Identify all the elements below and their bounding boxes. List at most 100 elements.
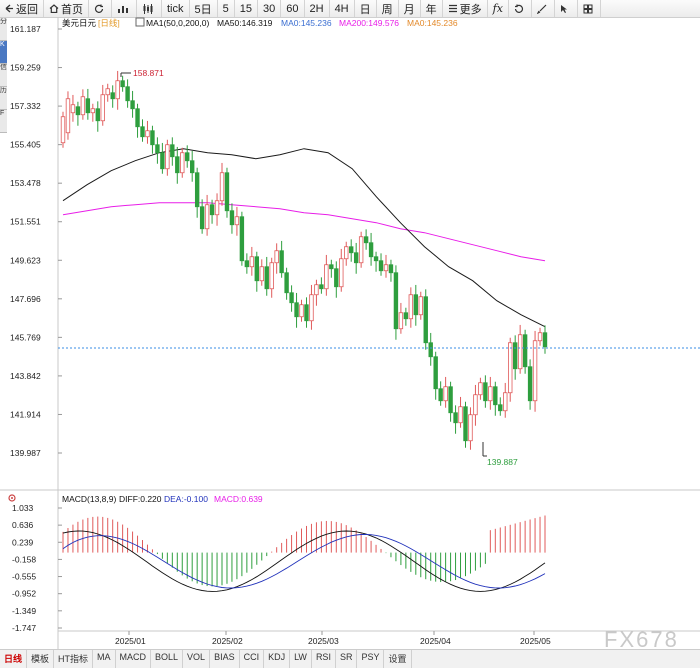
candle-body xyxy=(140,126,145,138)
low-annotation: 139.887 xyxy=(482,442,518,467)
period-15min[interactable]: 15 xyxy=(235,0,258,17)
time-tick-label: 2025/04 xyxy=(420,636,451,646)
tab-boll[interactable]: BOLL xyxy=(151,650,184,668)
macd-legend: MACD:0.639 xyxy=(214,494,263,504)
side-tab-kline[interactable]: K xyxy=(0,41,7,64)
candle-body xyxy=(279,250,284,274)
back-arrow-icon xyxy=(5,4,13,13)
tab-daily[interactable]: 日线 xyxy=(0,650,28,668)
candle-body xyxy=(478,382,483,396)
chart-type-button[interactable] xyxy=(112,0,137,17)
reset-button[interactable] xyxy=(509,0,532,17)
period-5day[interactable]: 5日 xyxy=(190,0,218,17)
tab-template[interactable]: 模板 xyxy=(27,650,55,668)
candle-body xyxy=(468,414,473,442)
candle-body xyxy=(483,382,488,402)
more-label: 更多 xyxy=(459,3,482,16)
macd-tick-label: -0.158 xyxy=(12,554,36,564)
candle-body xyxy=(75,106,81,116)
tab-vol[interactable]: VOL xyxy=(183,650,211,668)
price-tick-label: 149.623 xyxy=(10,255,41,265)
period-4h[interactable]: 4H xyxy=(330,0,355,17)
cursor-button[interactable] xyxy=(555,0,578,17)
legend-toggle-icon[interactable] xyxy=(135,17,145,27)
candle-body xyxy=(90,108,96,114)
formula-button[interactable]: fx xyxy=(488,0,509,17)
tab-rsi[interactable]: RSI xyxy=(312,650,336,668)
price-tick-label: 143.842 xyxy=(10,371,41,381)
tick-button[interactable]: tick xyxy=(162,0,190,17)
time-tick-label: 2025/02 xyxy=(212,636,243,646)
side-tab-info[interactable]: 信 xyxy=(0,64,7,87)
candle-body xyxy=(503,392,508,412)
candle-type-button[interactable] xyxy=(137,0,162,17)
candle-body xyxy=(165,144,170,170)
tab-lw[interactable]: LW xyxy=(290,650,312,668)
macd-tick-label: -1.747 xyxy=(12,623,36,633)
candle-body xyxy=(537,332,543,342)
period-label: 15 xyxy=(239,2,252,15)
candle-body xyxy=(324,264,329,290)
period-5min[interactable]: 5 xyxy=(218,0,235,17)
tab-macd[interactable]: MACD xyxy=(116,650,152,668)
candle-body xyxy=(517,334,523,370)
period-month[interactable]: 月 xyxy=(399,0,421,17)
tab-sr[interactable]: SR xyxy=(336,650,358,668)
tab-psy[interactable]: PSY xyxy=(357,650,385,668)
home-label: 首页 xyxy=(61,3,83,16)
candle-body xyxy=(413,294,419,316)
back-button[interactable]: 返回 xyxy=(0,0,44,17)
candle-body xyxy=(339,258,344,288)
candle-body xyxy=(304,304,309,322)
price-tick-label: 145.769 xyxy=(10,332,41,342)
candle-body xyxy=(309,294,314,322)
candle-body xyxy=(120,80,125,88)
menu-icon xyxy=(448,4,457,13)
candle-body xyxy=(70,104,76,114)
macd-histogram xyxy=(62,515,546,587)
period-60min[interactable]: 60 xyxy=(281,0,305,17)
ma50-polyline xyxy=(62,148,546,328)
period-2h[interactable]: 2H xyxy=(305,0,330,17)
side-tab-f[interactable]: F xyxy=(0,110,7,133)
candle-body xyxy=(527,366,533,402)
tab-ht-indicator[interactable]: HT指标 xyxy=(54,650,94,668)
indicator-tab-bar: 日线 模板 HT指标 MA MACD BOLL VOL BIAS CCI KDJ… xyxy=(0,649,700,668)
ma0-legend-2: MA0:145.236 xyxy=(407,18,458,28)
side-tab-strip: 分 K 信 历 F xyxy=(0,18,7,148)
more-button[interactable]: 更多 xyxy=(443,0,488,17)
candle-body xyxy=(493,386,498,406)
tab-cci[interactable]: CCI xyxy=(240,650,265,668)
period-week[interactable]: 周 xyxy=(377,0,399,17)
tab-kdj[interactable]: KDJ xyxy=(264,650,291,668)
candle-body xyxy=(423,296,428,344)
brush-button[interactable] xyxy=(532,0,555,17)
candle-body xyxy=(105,88,110,96)
macd-gear-icon[interactable] xyxy=(8,494,16,502)
period-day[interactable]: 日 xyxy=(355,0,377,17)
side-tab-minute[interactable]: 分 xyxy=(0,18,7,41)
candle-body xyxy=(473,394,478,416)
side-tab-history[interactable]: 历 xyxy=(0,87,7,110)
home-button[interactable]: 首页 xyxy=(44,0,89,17)
candle-body xyxy=(95,108,100,122)
period-year[interactable]: 年 xyxy=(421,0,443,17)
macd-tick-label: 0.636 xyxy=(12,520,34,530)
time-axis: 2025/01 2025/02 2025/03 2025/04 2025/05 xyxy=(115,631,551,646)
candle-body xyxy=(100,94,105,122)
candle-body xyxy=(299,304,304,318)
kline-chart[interactable]: 161.187 159.259 157.332 155.405 153.478 151.5… xyxy=(0,17,700,649)
refresh-button[interactable] xyxy=(89,0,112,17)
candle-body xyxy=(209,204,215,216)
price-tick-label: 155.405 xyxy=(10,140,41,150)
period-label: 60 xyxy=(286,2,299,15)
tab-bias[interactable]: BIAS xyxy=(210,650,240,668)
candle-body xyxy=(244,260,250,268)
period-label: 日 xyxy=(359,3,371,16)
grid-button[interactable] xyxy=(578,0,601,17)
tab-settings[interactable]: 设置 xyxy=(384,650,412,668)
candle-body xyxy=(498,404,503,412)
macd-tick-label: 1.033 xyxy=(12,503,34,513)
period-30min[interactable]: 30 xyxy=(258,0,282,17)
tab-ma[interactable]: MA xyxy=(93,650,116,668)
